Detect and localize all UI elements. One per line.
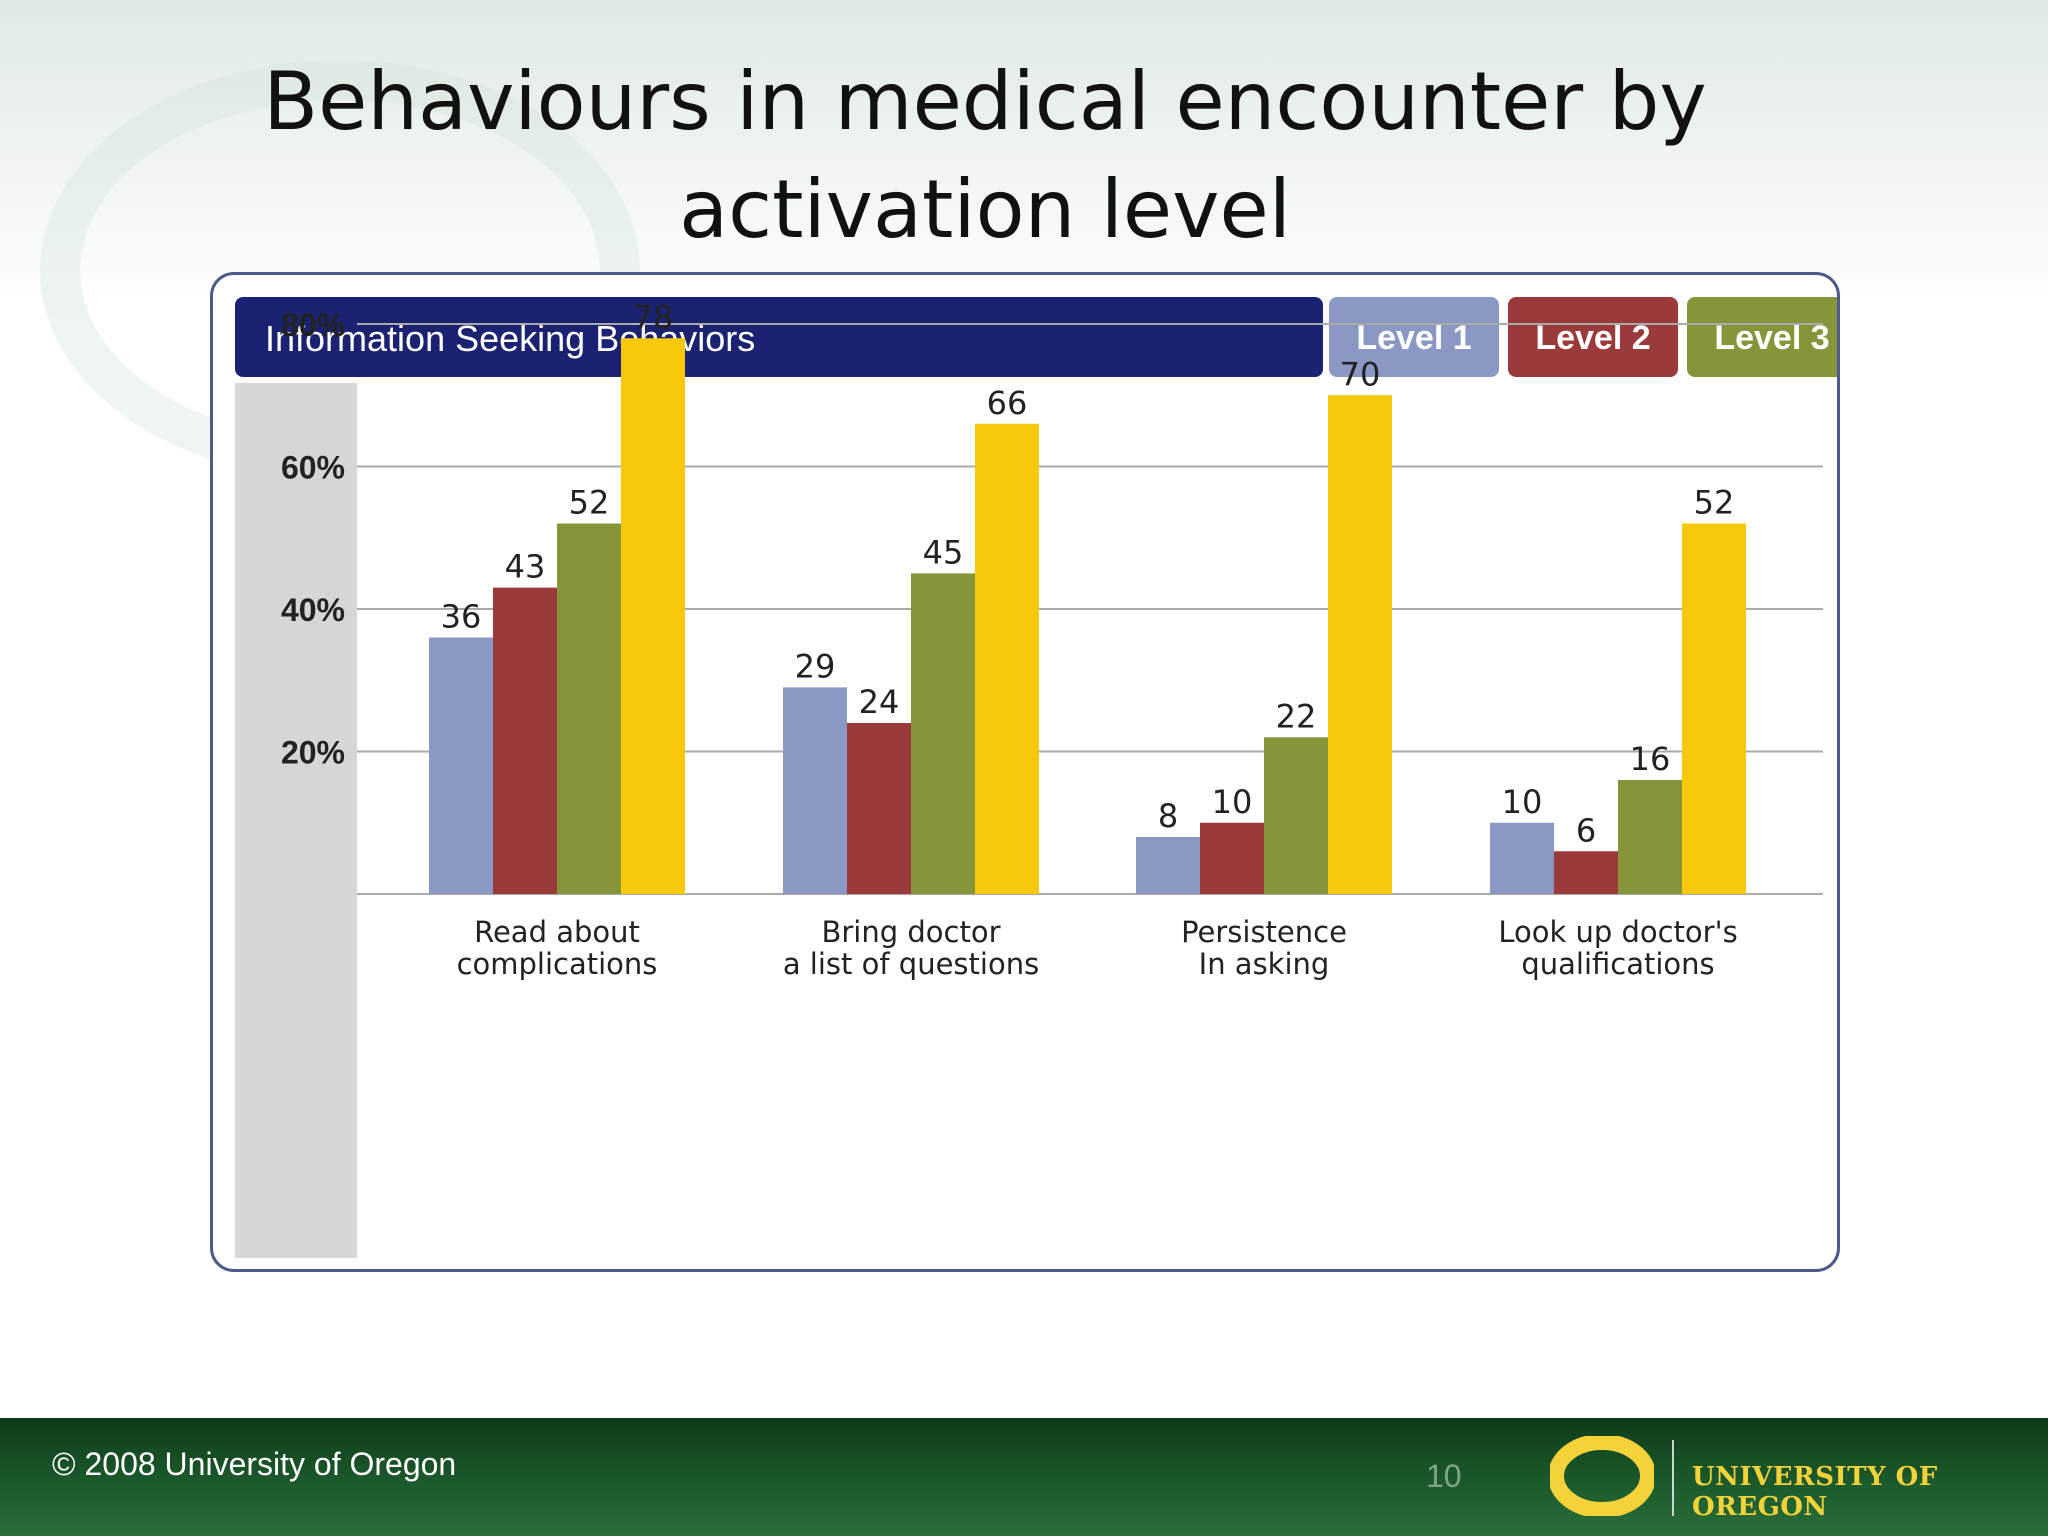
bar-4-level-4	[1682, 523, 1746, 894]
bar-2-level-4	[975, 423, 1039, 894]
bar-1-level-3	[557, 523, 621, 894]
x-category-label: a list of questions	[783, 947, 1039, 981]
data-label: 36	[441, 598, 482, 636]
bar-chart: Information Seeking Behaviors Level 1 Leve…	[235, 297, 1837, 1258]
data-label: 45	[923, 533, 964, 571]
bar-3-level-1	[1136, 837, 1200, 894]
footer-copyright: © 2008 University of Oregon	[52, 1446, 457, 1482]
bar-1-level-2	[493, 587, 557, 894]
legend-swatch-level-2	[1508, 297, 1678, 377]
data-label: 10	[1212, 783, 1253, 821]
data-label: 43	[505, 548, 546, 586]
bar-4-level-2	[1554, 851, 1618, 894]
bar-4-level-3	[1618, 780, 1682, 894]
x-category-label: Look up doctor's	[1498, 915, 1737, 949]
data-label: 6	[1576, 811, 1596, 849]
bar-3-level-3	[1264, 737, 1328, 894]
logo-divider	[1672, 1440, 1674, 1516]
data-label: 52	[1694, 484, 1735, 522]
data-label: 8	[1158, 797, 1178, 835]
data-label: 66	[987, 384, 1028, 422]
data-label: 16	[1630, 740, 1671, 778]
x-category-label: qualifications	[1521, 947, 1714, 981]
legend-label-level-1: Level 1	[1356, 319, 1471, 357]
slide-title: Behaviours in medical encounter by activ…	[263, 55, 1707, 256]
data-label: 70	[1340, 355, 1381, 393]
y-tick-label: 20%	[281, 735, 345, 771]
bar-1-level-4	[621, 338, 685, 894]
chart-title-bar	[235, 297, 1323, 377]
data-label: 52	[569, 484, 610, 522]
bar-2-level-2	[847, 723, 911, 894]
bar-4-level-1	[1490, 822, 1554, 894]
chart-frame: Information Seeking Behaviors Level 1 Leve…	[210, 272, 1840, 1272]
x-category-label: In asking	[1199, 947, 1330, 981]
x-category-label: Read about	[474, 915, 640, 949]
legend-label-level-2: Level 2	[1535, 319, 1650, 357]
university-name: UNIVERSITY OF OREGON	[1692, 1462, 1938, 1522]
bar-2-level-3	[911, 573, 975, 894]
y-tick-label: 80%	[281, 307, 345, 343]
x-category-label: Bring doctor	[821, 915, 1000, 949]
legend-swatch-level-1	[1329, 297, 1499, 377]
data-label: 10	[1502, 783, 1543, 821]
bar-3-level-2	[1200, 822, 1264, 894]
legend-label-level-3: Level 3	[1714, 319, 1829, 357]
y-tick-label: 60%	[281, 450, 345, 486]
data-label: 78	[633, 298, 674, 336]
data-label: 24	[859, 683, 900, 721]
university-o-logo-icon	[1550, 1436, 1654, 1516]
bar-1-level-1	[429, 637, 493, 894]
y-axis-band	[235, 383, 357, 1258]
x-category-label: complications	[457, 947, 658, 981]
page-number: 10	[1426, 1458, 1462, 1494]
data-label: 29	[795, 647, 836, 685]
footer-bar	[0, 1418, 2048, 1536]
legend-swatch-level-3	[1687, 297, 1837, 377]
y-tick-label: 40%	[281, 592, 345, 628]
bar-3-level-4	[1328, 395, 1392, 894]
bar-2-level-1	[783, 687, 847, 894]
x-category-label: Persistence	[1181, 915, 1347, 949]
data-label: 22	[1276, 697, 1317, 735]
